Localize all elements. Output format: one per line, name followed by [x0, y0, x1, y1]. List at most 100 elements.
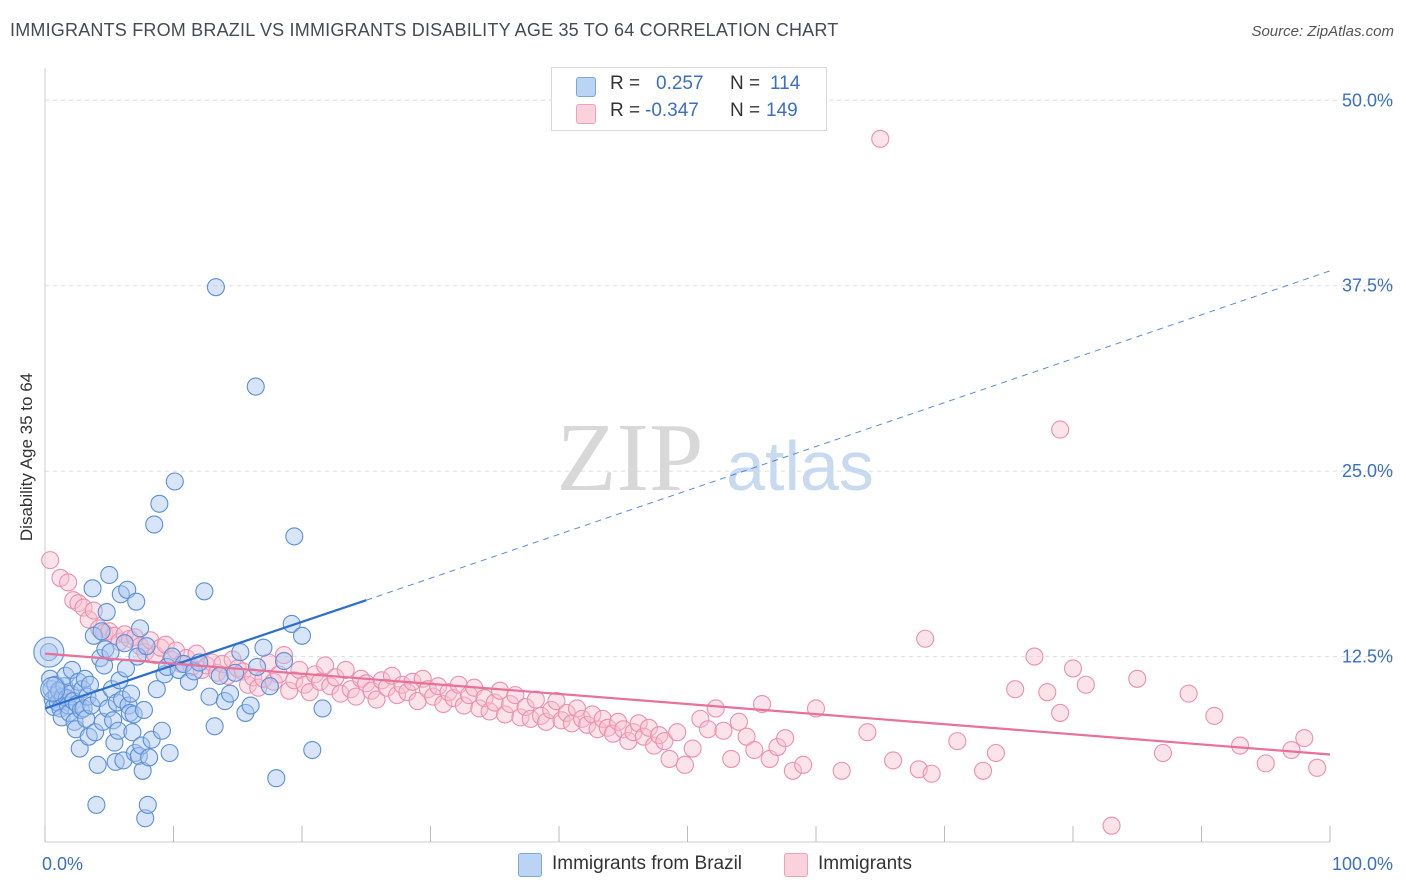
immigrants-point — [776, 729, 795, 748]
immigrants-point — [59, 573, 78, 592]
immigrants-point — [470, 699, 489, 718]
brazil-point — [109, 721, 128, 740]
immigrants-point — [598, 718, 617, 737]
immigrants-point — [346, 687, 366, 706]
immigrants-point — [64, 591, 83, 610]
n-value: 149 — [766, 100, 798, 121]
brazil-point — [247, 657, 267, 676]
immigrants-point — [1205, 706, 1224, 725]
brazil-swatch — [576, 77, 596, 97]
immigrants-point — [1102, 816, 1121, 835]
brazil-point — [101, 643, 120, 662]
immigrants-point — [722, 749, 741, 768]
immigrants-point — [537, 712, 556, 731]
brazil-point — [285, 527, 304, 546]
legend-label-brazil: Immigrants from Brazil — [552, 853, 743, 874]
brazil-point — [241, 696, 260, 715]
brazil-point — [39, 643, 58, 662]
immigrants-point — [331, 684, 350, 703]
immigrants-point — [547, 692, 566, 711]
brazil-point — [260, 677, 279, 696]
brazil-point — [254, 638, 273, 657]
immigrants-point — [614, 720, 633, 739]
legend-label-immigrants: Immigrants — [818, 853, 912, 874]
brazil-point — [106, 752, 125, 771]
brazil-point — [282, 614, 301, 633]
immigrants-point — [871, 129, 890, 148]
immigrants-point — [1308, 758, 1327, 777]
brazil-point — [33, 636, 65, 668]
r-label: R = — [610, 73, 641, 94]
immigrants-point — [645, 736, 664, 755]
immigrants-point — [439, 683, 458, 702]
immigrants-point — [706, 699, 725, 718]
immigrants-point — [948, 732, 967, 751]
source-label: Source: ZipAtlas.com — [1251, 23, 1394, 40]
immigrants-legend-swatch — [784, 853, 808, 877]
immigrants-point — [79, 610, 98, 629]
immigrants-point — [475, 689, 494, 708]
immigrants-point — [683, 739, 702, 758]
immigrants-point — [398, 683, 417, 702]
immigrants-point — [454, 696, 473, 715]
brazil-point — [142, 730, 161, 749]
brazil-point — [115, 634, 134, 653]
immigrants-trendline — [44, 652, 1331, 756]
immigrants-point — [660, 749, 679, 768]
brazil-point — [127, 592, 146, 611]
stats-legend: R = 0.257 N = 114 R = -0.347 N = 149 — [551, 67, 827, 131]
immigrants-point — [1231, 736, 1250, 755]
immigrants-point — [249, 678, 268, 697]
brazil-point — [100, 565, 119, 585]
immigrants-point — [1128, 669, 1147, 688]
legend-item-immigrants[interactable]: Immigrants — [784, 851, 944, 877]
brazil-point — [226, 663, 245, 682]
immigrants-point — [973, 761, 993, 780]
brazil-trendline — [44, 599, 367, 710]
immigrants-swatch — [576, 104, 596, 124]
immigrants-point — [922, 764, 941, 783]
immigrants-point — [1051, 703, 1070, 722]
brazil-trendline-extension — [366, 270, 1331, 601]
brazil-point — [205, 717, 224, 736]
immigrants-point — [388, 686, 407, 705]
brazil-point — [40, 676, 66, 702]
brazil-point — [150, 494, 169, 513]
brazil-point — [134, 700, 153, 720]
immigrants-point — [1153, 743, 1172, 763]
chart-title: IMMIGRANTS FROM BRAZIL VS IMMIGRANTS DIS… — [10, 20, 839, 40]
immigrants-point — [729, 712, 748, 731]
immigrants-point — [699, 720, 718, 739]
immigrants-point — [794, 755, 813, 774]
brazil-point — [65, 712, 84, 731]
immigrants-point — [336, 660, 355, 679]
brazil-point — [274, 651, 294, 671]
immigrants-point — [783, 761, 802, 780]
watermark: ZIP atlas — [557, 404, 874, 512]
stats-row-immigrants: R = -0.347 N = 149 — [552, 100, 826, 126]
immigrants-point — [1025, 647, 1044, 666]
brazil-point — [220, 684, 240, 703]
immigrants-point — [884, 751, 903, 770]
brazil-point — [292, 626, 312, 645]
immigrants-point — [480, 702, 499, 721]
immigrants-point — [752, 694, 772, 714]
watermark-zip: ZIP — [557, 404, 704, 512]
immigrants-point — [634, 727, 653, 746]
brazil-point — [210, 666, 229, 685]
immigrants-point — [668, 723, 687, 742]
brazil-legend-swatch — [518, 853, 542, 877]
immigrants-point — [321, 677, 340, 696]
immigrants-point — [1076, 675, 1095, 694]
immigrants-point — [858, 723, 877, 742]
immigrants-point — [377, 678, 396, 697]
y-tick-label: 37.5% — [1342, 276, 1393, 296]
immigrants-point — [485, 693, 504, 712]
brazil-point — [303, 740, 322, 760]
immigrants-point — [986, 743, 1005, 763]
brazil-point — [83, 579, 102, 598]
brazil-point — [97, 603, 116, 622]
legend-item-brazil[interactable]: Immigrants from Brazil — [518, 851, 778, 877]
immigrants-point — [1051, 420, 1070, 439]
